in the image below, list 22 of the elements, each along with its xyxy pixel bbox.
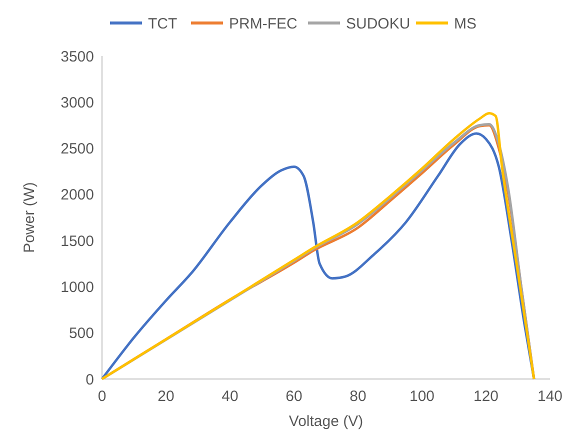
x-axis-title: Voltage (V) — [288, 413, 364, 430]
legend-label: MS — [454, 15, 476, 32]
legend-label: SUDOKU — [346, 15, 410, 32]
y-tick-label: 0 — [86, 371, 94, 388]
x-tick-label: 120 — [473, 388, 499, 405]
x-tick-label: 100 — [409, 388, 435, 405]
y-tick-label: 1500 — [60, 232, 94, 250]
x-tick-label: 140 — [537, 388, 563, 405]
x-tick-label: 20 — [158, 388, 174, 405]
x-tick-label: 0 — [98, 388, 106, 405]
y-axis-title: Power (W) — [21, 182, 38, 253]
y-tick-label: 2500 — [60, 140, 94, 158]
x-tick-label: 60 — [286, 388, 302, 405]
legend-label: PRM-FEC — [229, 15, 298, 32]
y-tick-label: 3000 — [60, 94, 94, 112]
x-tick-label: 40 — [222, 388, 238, 405]
y-tick-label: 1000 — [60, 278, 94, 296]
legend-label: TCT — [148, 15, 178, 32]
x-tick-label: 80 — [350, 388, 366, 405]
y-tick-label: 3500 — [60, 48, 94, 66]
y-tick-label: 500 — [68, 325, 94, 342]
y-tick-label: 2000 — [60, 186, 94, 204]
